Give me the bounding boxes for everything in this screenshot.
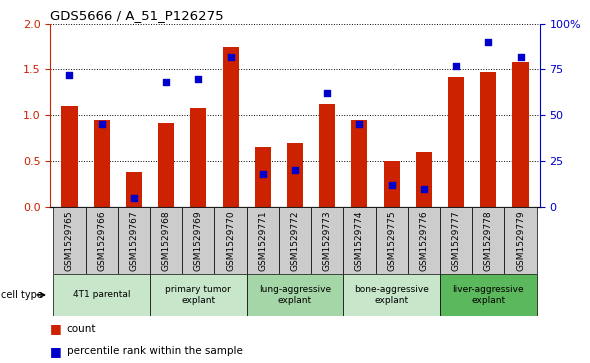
Bar [480,72,496,207]
Point [516,54,525,60]
Text: GSM1529772: GSM1529772 [290,210,300,271]
Point [258,171,267,177]
Point [355,122,364,127]
Bar [319,104,335,207]
Bar [191,108,206,207]
Bar [343,207,376,274]
Bar [513,62,529,207]
Text: percentile rank within the sample: percentile rank within the sample [67,346,242,356]
Text: GSM1529770: GSM1529770 [226,210,235,271]
Text: GDS5666 / A_51_P126275: GDS5666 / A_51_P126275 [50,9,224,23]
Point [194,76,203,81]
Bar [247,274,343,316]
Bar [86,207,118,274]
Bar [53,274,150,316]
Point [65,72,74,78]
Text: ■: ■ [50,322,62,335]
Bar [150,274,247,316]
Text: GSM1529776: GSM1529776 [419,210,428,271]
Text: lung-aggressive
explant: lung-aggressive explant [259,285,331,305]
Bar [352,120,368,207]
Text: primary tumor
explant: primary tumor explant [165,285,231,305]
Bar [416,152,432,207]
Bar [448,77,464,207]
Bar [472,207,504,274]
Bar [255,147,271,207]
Bar [158,123,174,207]
Text: GSM1529769: GSM1529769 [194,210,203,271]
Bar [214,207,247,274]
Point [323,90,332,96]
Bar [182,207,214,274]
Text: liver-aggressive
explant: liver-aggressive explant [453,285,524,305]
Bar [287,143,303,207]
Point [419,185,428,191]
Text: GSM1529778: GSM1529778 [484,210,493,271]
Text: GSM1529768: GSM1529768 [162,210,171,271]
Text: GSM1529766: GSM1529766 [97,210,106,271]
Point [484,39,493,45]
Bar [504,207,537,274]
Bar [126,172,142,207]
Bar [408,207,440,274]
Bar [384,161,399,207]
Bar [440,274,537,316]
Text: GSM1529777: GSM1529777 [451,210,461,271]
Point [162,79,171,85]
Text: GSM1529775: GSM1529775 [387,210,396,271]
Text: cell type: cell type [1,290,42,300]
Bar [311,207,343,274]
Bar [376,207,408,274]
Text: bone-aggressive
explant: bone-aggressive explant [354,285,429,305]
Text: GSM1529771: GSM1529771 [258,210,267,271]
Bar [247,207,279,274]
Text: 4T1 parental: 4T1 parental [73,290,130,299]
Bar [343,274,440,316]
Bar [53,207,86,274]
Point [129,195,139,201]
Text: GSM1529767: GSM1529767 [129,210,139,271]
Text: count: count [67,324,96,334]
Bar [440,207,472,274]
Bar [279,207,311,274]
Bar [61,106,77,207]
Bar [222,46,238,207]
Text: GSM1529765: GSM1529765 [65,210,74,271]
Text: ■: ■ [50,345,62,358]
Point [226,54,235,60]
Text: GSM1529773: GSM1529773 [323,210,332,271]
Point [290,167,300,173]
Point [451,63,461,69]
Bar [94,120,110,207]
Point [97,122,106,127]
Text: GSM1529779: GSM1529779 [516,210,525,271]
Text: GSM1529774: GSM1529774 [355,210,364,271]
Bar [118,207,150,274]
Point [387,182,396,188]
Bar [150,207,182,274]
